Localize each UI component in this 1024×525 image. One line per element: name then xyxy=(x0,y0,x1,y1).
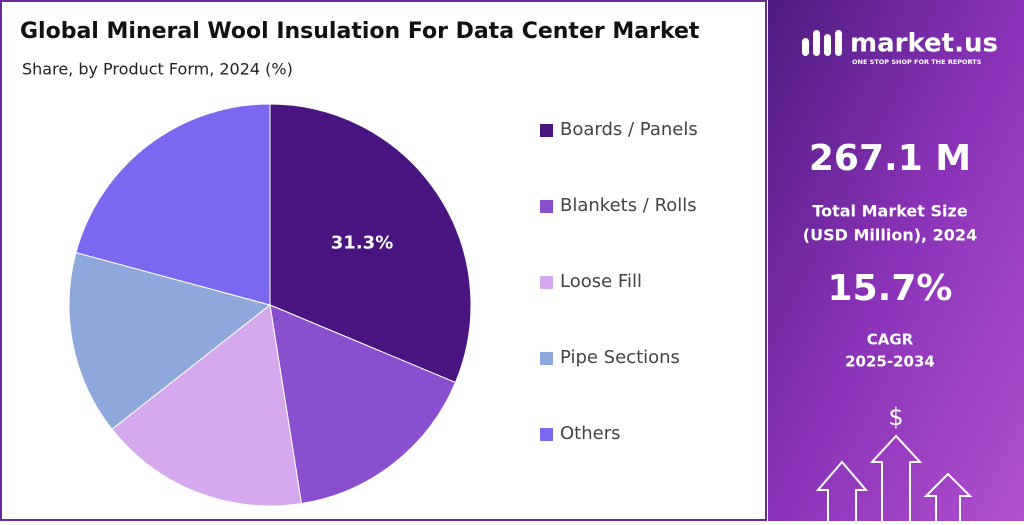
logo-bar xyxy=(813,30,820,56)
market-size-label: (USD Million), 2024 xyxy=(803,226,977,245)
logo-bar xyxy=(824,34,831,56)
tagline: ONE STOP SHOP FOR THE REPORTS xyxy=(852,58,982,66)
cagr-label: CAGR xyxy=(867,331,914,349)
sidebar-panel xyxy=(768,0,1024,521)
market-size: 267.1 M xyxy=(809,138,971,179)
brand: market.us xyxy=(850,29,998,59)
legend-swatch xyxy=(540,428,553,441)
logo-bar xyxy=(802,38,809,56)
legend-swatch xyxy=(540,124,553,137)
pie-slice xyxy=(111,304,303,507)
arrows xyxy=(815,434,973,521)
value-label: 31.3% xyxy=(331,233,393,254)
dollar-icon: $ xyxy=(888,403,903,431)
chart-subtitle: Share, by Product Form, 2024 (%) xyxy=(22,60,293,79)
legend-label: Pipe Sections xyxy=(560,347,680,368)
legend-label: Blankets / Rolls xyxy=(560,195,697,216)
logo xyxy=(802,30,842,56)
cagr-label: 2025-2034 xyxy=(845,353,935,371)
legend: Boards / Panels Blankets / Rolls Loose Fil… xyxy=(540,119,698,444)
logo-bar xyxy=(835,30,842,56)
market-size-label: Total Market Size xyxy=(812,202,967,221)
pie-slice xyxy=(68,251,272,430)
cagr: 15.7% xyxy=(828,268,953,309)
chart-title: Global Mineral Wool Insulation For Data … xyxy=(20,19,700,44)
pie-slice xyxy=(75,103,271,306)
pie-slice xyxy=(269,304,457,505)
pie-slice xyxy=(269,103,472,384)
pie: 31.3% xyxy=(68,103,472,507)
legend-label: Others xyxy=(560,423,621,444)
legend-swatch xyxy=(540,352,553,365)
legend-label: Boards / Panels xyxy=(560,119,698,140)
legend-swatch xyxy=(540,200,553,213)
legend-label: Loose Fill xyxy=(560,271,642,292)
legend-swatch xyxy=(540,276,553,289)
arrow xyxy=(815,460,869,521)
arrow xyxy=(869,434,923,521)
arrow xyxy=(923,472,973,521)
